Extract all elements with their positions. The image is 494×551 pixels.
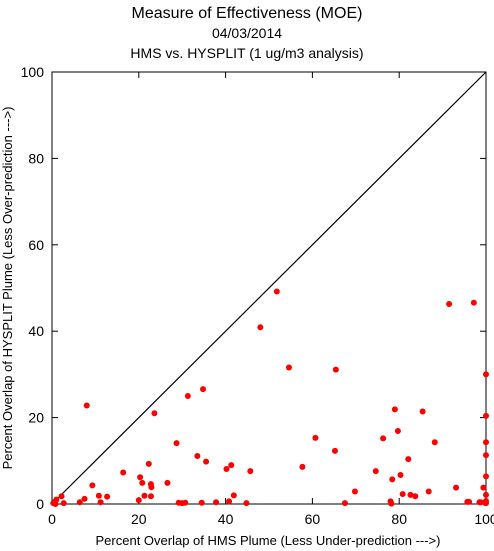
y-tick-label: 20 xyxy=(28,410,44,426)
data-point xyxy=(480,484,487,491)
data-point xyxy=(194,453,201,460)
data-point xyxy=(95,492,102,499)
one-to-one-line xyxy=(51,71,487,505)
data-point xyxy=(173,440,180,447)
data-point xyxy=(228,462,235,469)
data-point xyxy=(213,499,220,506)
chart-subtitle-date: 04/03/2014 xyxy=(212,25,282,41)
data-point xyxy=(243,500,250,507)
plot-frame xyxy=(51,71,487,505)
data-point xyxy=(425,488,432,495)
data-point xyxy=(120,469,127,476)
data-point xyxy=(470,299,477,306)
data-point xyxy=(419,408,426,415)
data-point xyxy=(83,402,90,409)
data-point xyxy=(483,439,489,446)
data-point xyxy=(483,371,489,378)
x-axis-ticks: 0 20 40 60 80 100 xyxy=(48,72,494,527)
y-tick-label: 60 xyxy=(28,237,44,253)
data-point xyxy=(483,491,489,498)
data-point xyxy=(81,495,88,502)
data-point xyxy=(203,458,210,465)
data-point xyxy=(399,491,406,498)
data-point xyxy=(230,492,237,499)
data-point xyxy=(285,364,292,371)
data-point xyxy=(148,484,155,491)
x-tick-label: 40 xyxy=(218,511,234,527)
x-tick-label: 100 xyxy=(474,511,494,527)
data-point xyxy=(200,386,207,393)
data-point xyxy=(299,463,306,470)
data-point xyxy=(431,439,438,446)
data-point xyxy=(97,499,104,506)
data-point xyxy=(247,468,254,475)
data-point xyxy=(388,500,395,507)
data-point xyxy=(483,497,489,504)
data-point xyxy=(135,497,142,504)
data-point xyxy=(184,393,191,399)
data-point xyxy=(273,288,280,295)
data-point xyxy=(466,498,473,505)
y-tick-label: 80 xyxy=(28,150,44,166)
y-tick-label: 40 xyxy=(28,323,44,339)
data-point xyxy=(331,447,338,454)
data-point xyxy=(380,435,387,442)
data-point xyxy=(151,410,158,417)
data-point xyxy=(477,499,484,506)
data-point xyxy=(145,460,152,467)
data-points xyxy=(50,288,489,507)
data-point xyxy=(483,452,489,459)
data-point xyxy=(58,493,65,500)
data-point xyxy=(137,474,144,481)
data-point xyxy=(332,366,339,373)
y-tick-label: 100 xyxy=(21,64,45,80)
data-point xyxy=(351,488,358,495)
x-tick-label: 0 xyxy=(48,511,56,527)
chart-title: Measure of Effectiveness (MOE) xyxy=(132,5,363,22)
data-point xyxy=(483,473,489,480)
plot-area xyxy=(51,71,487,505)
x-tick-label: 80 xyxy=(391,511,407,527)
data-point xyxy=(394,427,401,434)
data-point xyxy=(372,468,379,475)
data-point xyxy=(341,500,348,507)
data-point xyxy=(60,500,67,507)
chart-subtitle-analysis: HMS vs. HYSPLIT (1 ug/m3 analysis) xyxy=(130,45,363,61)
data-point xyxy=(312,434,319,441)
data-point xyxy=(412,493,419,500)
x-axis-label: Percent Overlap of HMS Plume (Less Under… xyxy=(96,533,441,548)
x-tick-label: 20 xyxy=(131,511,147,527)
data-point xyxy=(182,499,189,506)
data-point xyxy=(164,479,171,486)
y-axis-ticks: 0 20 40 60 80 100 xyxy=(21,64,486,512)
data-point xyxy=(52,501,59,507)
data-point xyxy=(483,412,489,419)
data-point xyxy=(139,479,146,486)
data-point xyxy=(453,484,460,491)
data-point xyxy=(405,456,412,463)
data-point xyxy=(198,499,205,506)
x-tick-label: 60 xyxy=(305,511,321,527)
data-point xyxy=(389,476,396,483)
data-point xyxy=(147,493,154,500)
data-point xyxy=(391,406,398,413)
data-point xyxy=(76,499,83,506)
y-axis-label: Percent Overlap of HYSPLIT Plume (Less O… xyxy=(0,107,15,470)
data-point xyxy=(446,300,453,307)
data-point xyxy=(89,482,96,489)
data-point xyxy=(104,493,111,500)
data-point xyxy=(407,491,414,498)
data-point xyxy=(226,498,233,505)
data-point xyxy=(141,492,148,499)
data-point xyxy=(257,324,264,331)
data-point xyxy=(397,472,404,479)
data-point xyxy=(223,466,230,473)
y-tick-label: 0 xyxy=(36,496,44,512)
